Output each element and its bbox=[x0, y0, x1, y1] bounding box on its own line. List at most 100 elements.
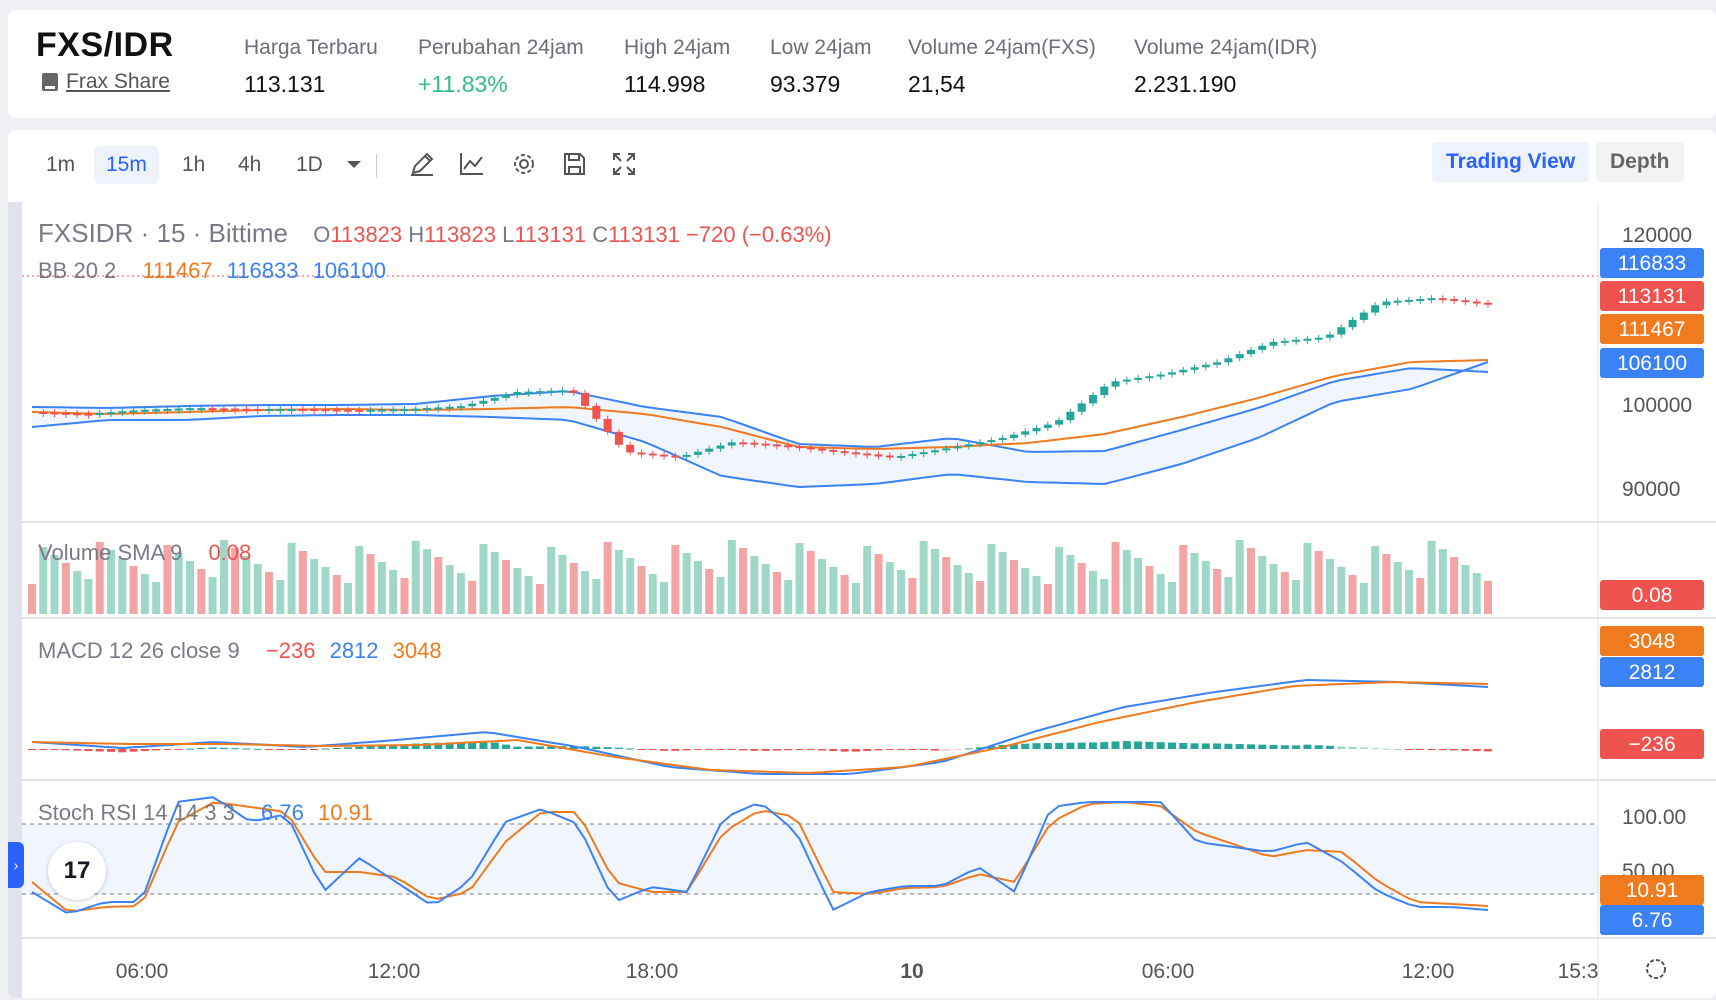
macd-histogram-bar bbox=[265, 749, 274, 750]
volume-bar bbox=[490, 552, 499, 614]
candle bbox=[1021, 431, 1030, 435]
macd-histogram-bar bbox=[502, 744, 511, 749]
book-icon bbox=[42, 73, 58, 91]
stoch-axis-label: 100.00 bbox=[1622, 806, 1686, 829]
stat-value: 2.231.190 bbox=[1134, 71, 1237, 97]
timeframe-1h[interactable]: 1h bbox=[182, 153, 206, 176]
candle bbox=[95, 412, 104, 415]
macd-histogram-bar bbox=[332, 747, 341, 749]
low-value: 113131 bbox=[514, 222, 587, 247]
volume-value: 0.08 bbox=[208, 540, 252, 565]
candle bbox=[242, 408, 251, 411]
axis-badge bbox=[1600, 875, 1704, 905]
candle bbox=[682, 454, 691, 457]
volume-bar bbox=[50, 555, 59, 614]
candle bbox=[276, 409, 285, 411]
pencil-icon[interactable] bbox=[406, 148, 438, 180]
gear-icon[interactable] bbox=[508, 148, 540, 180]
volume-bar bbox=[1303, 543, 1312, 614]
candle bbox=[479, 400, 488, 404]
tradingview-logo[interactable]: 17 bbox=[48, 842, 106, 900]
macd-histogram-bar bbox=[705, 749, 714, 750]
axis-badge bbox=[1600, 348, 1704, 378]
stat-label: Perubahan 24jam bbox=[418, 36, 584, 59]
macd-histogram-bar bbox=[1382, 748, 1391, 750]
candle bbox=[1461, 300, 1470, 303]
volume-bar bbox=[1066, 555, 1075, 614]
axis-badge bbox=[1600, 905, 1704, 935]
axis-badge bbox=[1600, 657, 1704, 687]
macd-histogram-bar bbox=[456, 742, 465, 749]
timeframe-1m[interactable]: 1m bbox=[46, 153, 76, 176]
volume-bar bbox=[1382, 554, 1391, 614]
volume-bar bbox=[197, 569, 206, 614]
line-chart-icon[interactable] bbox=[456, 148, 488, 180]
chevron-right-icon[interactable]: › bbox=[8, 842, 24, 888]
candle bbox=[1134, 377, 1143, 380]
volume-bar bbox=[1055, 547, 1064, 614]
macd-histogram-bar bbox=[693, 749, 702, 750]
volume-bars bbox=[28, 540, 1492, 614]
candle bbox=[1427, 298, 1436, 301]
candle bbox=[490, 397, 499, 401]
depth-tab[interactable]: Depth bbox=[1596, 142, 1684, 182]
candle bbox=[1292, 339, 1301, 342]
candle bbox=[987, 440, 996, 443]
fullscreen-icon[interactable] bbox=[608, 148, 640, 180]
macd-histogram-bar bbox=[219, 747, 228, 749]
macd-histogram-bar bbox=[592, 746, 601, 749]
volume-bar bbox=[569, 563, 578, 614]
timeframe-1d[interactable]: 1D bbox=[296, 153, 323, 176]
high-value: 113823 bbox=[424, 222, 496, 247]
volume-bar bbox=[942, 557, 951, 614]
candle bbox=[129, 410, 138, 413]
stoch-k-value: 6.76 bbox=[261, 800, 304, 825]
macd-histogram-bar bbox=[1325, 745, 1334, 749]
candle bbox=[761, 443, 770, 446]
candle bbox=[1371, 305, 1380, 313]
volume-bar bbox=[231, 548, 240, 614]
candle bbox=[1224, 358, 1233, 363]
volume-bar bbox=[186, 561, 195, 614]
macd-histogram-bar bbox=[976, 747, 985, 749]
timeframe-4h[interactable]: 4h bbox=[238, 153, 262, 176]
volume-bar bbox=[174, 553, 183, 614]
save-icon[interactable] bbox=[558, 148, 590, 180]
exchange: Bittime bbox=[208, 218, 289, 248]
token-name[interactable]: Frax Share bbox=[66, 70, 170, 93]
candle bbox=[524, 391, 533, 394]
bb-fill bbox=[32, 362, 1488, 487]
candle bbox=[1359, 312, 1368, 320]
price-axis-label: 120000 bbox=[1622, 224, 1692, 247]
timeframe-15m[interactable]: 15m bbox=[94, 146, 159, 184]
macd-histogram-bar bbox=[197, 748, 206, 750]
candle bbox=[784, 445, 793, 448]
candle bbox=[287, 409, 296, 411]
volume-bar bbox=[727, 540, 736, 614]
token-link[interactable]: Frax Share bbox=[42, 70, 170, 94]
macd-histogram-bar bbox=[1438, 749, 1447, 751]
volume-bar bbox=[558, 555, 567, 614]
chart-area[interactable]: 120000 100000 90000 100.00 50.00 06:00 12:00 18… bbox=[8, 202, 1716, 998]
volume-bar bbox=[705, 569, 714, 614]
macd-histogram-bar bbox=[1416, 749, 1425, 750]
volume-bar bbox=[411, 541, 420, 614]
chevron-down-icon[interactable] bbox=[338, 148, 370, 180]
trading-view-tab[interactable]: Trading View bbox=[1432, 142, 1590, 182]
macd-line bbox=[31, 678, 1489, 775]
volume-bar bbox=[377, 562, 386, 614]
volume-bar bbox=[321, 567, 330, 614]
stat-label: Low 24jam bbox=[770, 36, 872, 59]
volume-bar bbox=[95, 542, 104, 614]
candle bbox=[1348, 319, 1357, 328]
stat-volume-idr: Volume 24jam(IDR) 2.231.190 bbox=[1134, 36, 1317, 98]
candle bbox=[1145, 376, 1154, 379]
volume-bar bbox=[840, 575, 849, 614]
volume-bar bbox=[1021, 568, 1030, 614]
candle bbox=[1122, 379, 1131, 382]
macd-histogram-bar bbox=[140, 749, 149, 752]
candle bbox=[930, 450, 939, 453]
candle bbox=[818, 448, 827, 451]
volume-bar bbox=[874, 554, 883, 614]
